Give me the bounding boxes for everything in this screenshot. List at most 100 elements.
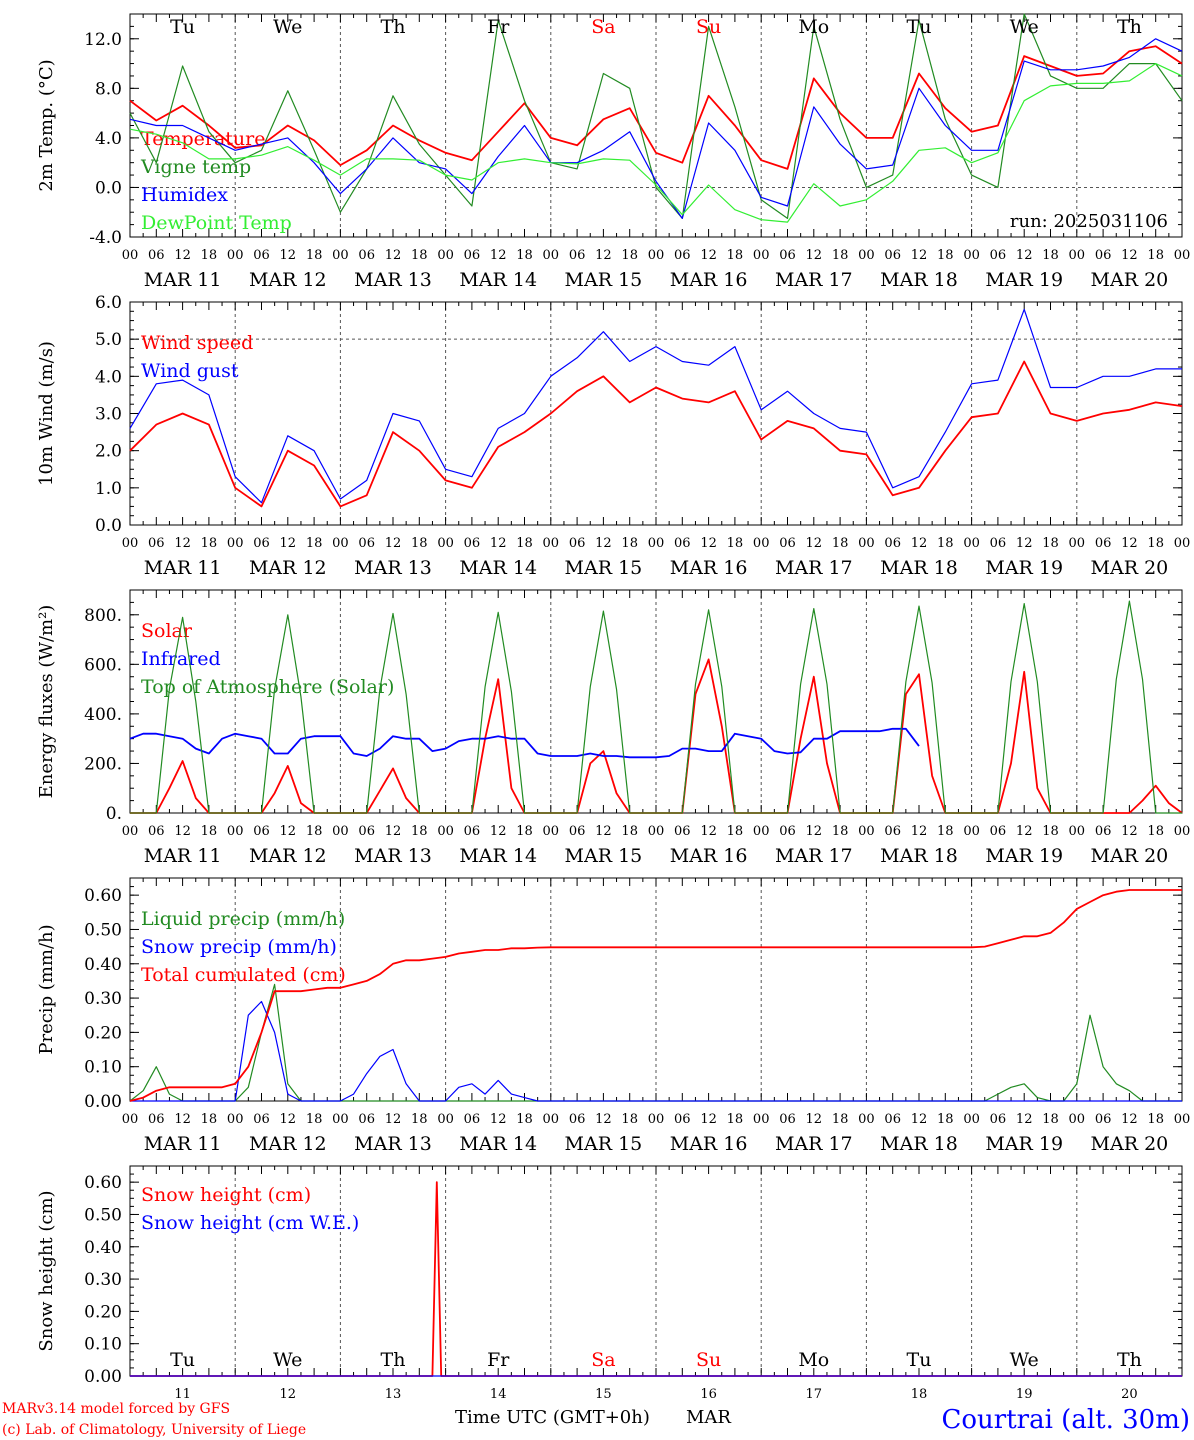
y-tick-label: 0.0 <box>95 178 122 198</box>
hour-tick-label: 00 <box>437 248 454 263</box>
hour-tick-label: 12 <box>385 824 402 839</box>
hour-tick-label: 06 <box>464 824 481 839</box>
date-label: MAR 11 <box>144 269 222 291</box>
hour-tick-label: 00 <box>1069 1112 1086 1127</box>
hour-tick-label: 12 <box>911 536 928 551</box>
hour-tick-label: 12 <box>806 1112 823 1127</box>
series-line-2 <box>129 308 1182 504</box>
hour-tick-label: 06 <box>464 1112 481 1127</box>
day-number-label: 17 <box>806 1387 823 1402</box>
panel-2: 0.0 1.0 2.0 3.0 4.0 5.0 6.0 10m Wind (m/s) Wind … <box>36 293 1190 579</box>
hour-tick-label: 00 <box>543 824 560 839</box>
hour-tick-label: 18 <box>1042 824 1059 839</box>
hour-tick-label: 00 <box>753 1112 770 1127</box>
hour-tick-label: 12 <box>490 248 507 263</box>
hour-tick-label: 00 <box>858 1112 875 1127</box>
hour-tick-label: 18 <box>516 536 533 551</box>
hour-tick-label: 06 <box>569 1112 586 1127</box>
hour-tick-label: 00 <box>437 1112 454 1127</box>
day-label: Sa <box>591 1349 615 1371</box>
y-axis-label: 10m Wind (m/s) <box>36 341 57 486</box>
hour-tick-label: 00 <box>1174 248 1191 263</box>
date-label: MAR 20 <box>1091 1133 1169 1155</box>
day-label: Su <box>696 1349 721 1371</box>
hour-tick-label: 06 <box>1095 824 1112 839</box>
hour-tick-label: 12 <box>595 824 612 839</box>
hour-tick-label: 00 <box>648 536 665 551</box>
hour-tick-label: 12 <box>1121 248 1138 263</box>
date-label: MAR 19 <box>985 269 1063 291</box>
hour-tick-label: 12 <box>385 536 402 551</box>
hour-tick-label: 00 <box>1174 1112 1191 1127</box>
day-label: Th <box>1117 16 1142 38</box>
date-label: MAR 16 <box>670 269 748 291</box>
hour-tick-label: 00 <box>858 824 875 839</box>
panel-3: 0. 200. 400. 600. 800. Energy fluxes (W/m²) So… <box>36 589 1190 867</box>
day-number-label: 19 <box>1016 1387 1033 1402</box>
legend-entry: DewPoint Temp <box>141 212 292 234</box>
y-tick-label: 0.60 <box>84 886 122 906</box>
series-line-3 <box>129 889 1182 1102</box>
hour-tick-label: 18 <box>1147 824 1164 839</box>
hour-tick-label: 00 <box>332 248 349 263</box>
date-label: MAR 19 <box>985 845 1063 867</box>
hour-tick-label: 12 <box>700 824 717 839</box>
hour-tick-label: 00 <box>963 824 980 839</box>
day-number-label: 12 <box>280 1387 297 1402</box>
hour-tick-label: 06 <box>884 248 901 263</box>
hour-tick-label: 18 <box>727 824 744 839</box>
hour-tick-label: 06 <box>884 1112 901 1127</box>
hour-tick-label: 06 <box>569 824 586 839</box>
hour-tick-label: 18 <box>306 536 323 551</box>
y-tick-label: 5.0 <box>95 330 122 350</box>
hour-tick-label: 06 <box>674 824 691 839</box>
legend-entry: Infrared <box>141 648 221 670</box>
hour-tick-label: 18 <box>1042 536 1059 551</box>
hour-tick-label: 00 <box>332 824 349 839</box>
hour-tick-label: 18 <box>832 824 849 839</box>
y-tick-label: 0.00 <box>84 1092 122 1112</box>
y-tick-label: 200. <box>84 754 122 774</box>
hour-tick-label: 12 <box>595 1112 612 1127</box>
hour-tick-label: 12 <box>1121 1112 1138 1127</box>
date-label: MAR 17 <box>775 1133 853 1155</box>
series-line-2 <box>129 727 920 759</box>
date-label: MAR 14 <box>459 845 537 867</box>
hour-tick-label: 12 <box>911 1112 928 1127</box>
hour-tick-label: 00 <box>227 248 244 263</box>
hour-tick-label: 06 <box>358 248 375 263</box>
date-label: MAR 15 <box>565 845 643 867</box>
legend-entry: Vigne temp <box>140 156 251 178</box>
hour-tick-label: 00 <box>122 248 139 263</box>
hour-tick-label: 12 <box>1121 536 1138 551</box>
hour-tick-label: 18 <box>306 1112 323 1127</box>
hour-tick-label: 06 <box>884 824 901 839</box>
hour-tick-label: 12 <box>385 248 402 263</box>
y-tick-label: 0.40 <box>84 955 122 975</box>
day-number-label: 20 <box>1121 1387 1138 1402</box>
hour-tick-label: 18 <box>727 1112 744 1127</box>
date-label: MAR 16 <box>670 1133 748 1155</box>
series-line-2 <box>129 13 1183 219</box>
hour-tick-label: 18 <box>937 824 954 839</box>
hour-tick-label: 06 <box>884 536 901 551</box>
hour-tick-label: 06 <box>990 1112 1007 1127</box>
hour-tick-label: 00 <box>858 248 875 263</box>
hour-tick-label: 18 <box>516 248 533 263</box>
hour-tick-label: 18 <box>201 248 218 263</box>
legend-entry: Humidex <box>141 184 228 206</box>
hour-tick-label: 06 <box>779 1112 796 1127</box>
hour-tick-label: 12 <box>1016 1112 1033 1127</box>
hour-tick-label: 06 <box>674 536 691 551</box>
series-line-1 <box>129 360 1183 508</box>
hour-tick-label: 18 <box>201 536 218 551</box>
hour-tick-label: 06 <box>674 1112 691 1127</box>
hour-tick-label: 18 <box>201 824 218 839</box>
hour-tick-label: 18 <box>516 1112 533 1127</box>
hour-tick-label: 18 <box>832 248 849 263</box>
date-label: MAR 13 <box>354 557 432 579</box>
hour-tick-label: 12 <box>806 824 823 839</box>
date-label: MAR 18 <box>880 557 958 579</box>
y-tick-label: 0.30 <box>84 989 122 1009</box>
